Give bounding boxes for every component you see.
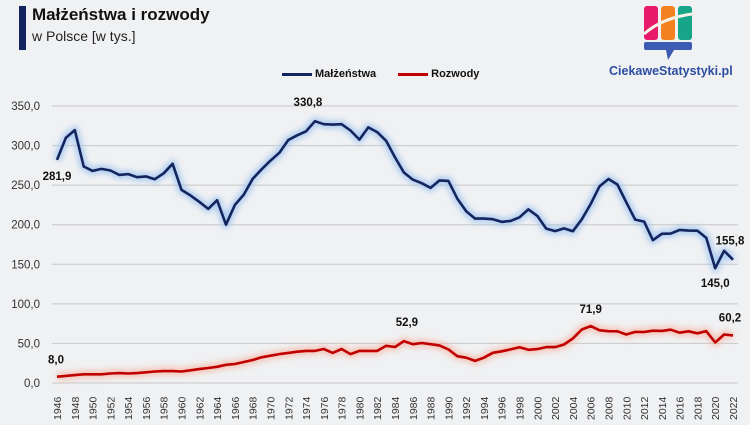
x-tick-label: 2006 xyxy=(586,396,598,420)
legend-item-malzenstwa: Małżeństwa xyxy=(282,68,376,80)
x-tick-label: 2000 xyxy=(532,396,544,420)
x-tick-label: 1998 xyxy=(515,396,527,420)
legend-swatch-rozwody xyxy=(398,72,429,76)
x-tick-label: 1970 xyxy=(265,396,277,420)
x-tick-label: 1994 xyxy=(479,396,491,420)
x-tick-label: 1992 xyxy=(461,396,473,420)
x-tick-label: 2010 xyxy=(621,396,633,420)
x-tick-label: 1946 xyxy=(52,396,64,420)
x-tick-label: 1956 xyxy=(141,396,153,420)
x-tick-label: 1952 xyxy=(105,396,117,420)
x-tick-label: 1964 xyxy=(212,396,224,420)
x-tick-label: 1966 xyxy=(230,396,242,420)
y-tick-label: 300,0 xyxy=(11,141,40,153)
y-tick-label: 200,0 xyxy=(11,220,40,232)
legend-label-rozwody: Rozwody xyxy=(431,68,480,80)
data-label: 330,8 xyxy=(294,97,323,109)
legend-swatch-malzenstwa xyxy=(282,72,312,76)
logo-text: CiekaweStatystyki.pl xyxy=(609,64,733,78)
data-label: 281,9 xyxy=(43,171,72,183)
series-line-rozwody xyxy=(56,324,734,378)
y-tick-label: 50,0 xyxy=(18,338,40,350)
chart-legend: Małżeństwa Rozwody xyxy=(282,68,479,80)
x-tick-label: 1976 xyxy=(319,396,331,420)
x-tick-label: 1986 xyxy=(408,396,420,420)
x-tick-label: 2004 xyxy=(568,396,580,420)
y-tick-label: 350,0 xyxy=(11,101,40,113)
x-tick-label: 1958 xyxy=(159,396,171,420)
data-label: 52,9 xyxy=(396,317,418,329)
data-label: 60,2 xyxy=(719,312,741,324)
x-tick-label: 1960 xyxy=(177,396,189,420)
x-tick-label: 2022 xyxy=(728,396,740,420)
x-tick-label: 1950 xyxy=(88,396,100,420)
x-tick-label: 1972 xyxy=(283,396,295,420)
chart-title: Małżeństwa i rozwody xyxy=(32,5,210,24)
x-tick-label: 1984 xyxy=(390,396,402,420)
data-label: 155,8 xyxy=(716,236,745,248)
x-tick-label: 1954 xyxy=(123,396,135,420)
legend-label-malzenstwa: Małżeństwa xyxy=(315,68,377,80)
y-tick-label: 250,0 xyxy=(11,180,40,192)
x-tick-label: 2012 xyxy=(639,396,651,420)
x-tick-label: 2018 xyxy=(692,396,704,420)
x-tick-label: 2020 xyxy=(710,396,722,420)
x-tick-label: 1974 xyxy=(301,396,313,420)
data-label: 145,0 xyxy=(701,278,730,290)
x-tick-label: 1948 xyxy=(70,396,82,420)
x-tick-label: 1962 xyxy=(194,396,206,420)
x-tick-label: 1982 xyxy=(372,396,384,420)
x-tick-label: 1978 xyxy=(337,396,349,420)
x-tick-label: 1980 xyxy=(354,396,366,420)
legend-item-rozwody: Rozwody xyxy=(398,68,479,80)
x-tick-label: 1968 xyxy=(248,396,260,420)
ciekawe-statystyki-logo-icon xyxy=(643,6,693,60)
x-tick-label: 2002 xyxy=(550,396,562,420)
series-line-malzenstwa xyxy=(55,119,734,270)
series-glow xyxy=(53,117,736,273)
x-tick-label: 1988 xyxy=(426,396,438,420)
chart-subtitle: w Polsce [w tys.] xyxy=(32,28,136,44)
data-label: 8,0 xyxy=(48,355,64,367)
x-tick-label: 2008 xyxy=(603,396,615,420)
y-tick-label: 100,0 xyxy=(11,299,40,311)
title-accent-bar xyxy=(19,6,26,50)
x-tick-label: 1990 xyxy=(443,396,455,420)
data-label: 71,9 xyxy=(579,304,601,316)
y-tick-label: 150,0 xyxy=(11,259,40,271)
x-tick-label: 2014 xyxy=(657,396,669,420)
x-tick-label: 1996 xyxy=(497,396,509,420)
y-tick-label: 0,0 xyxy=(24,378,40,390)
x-tick-label: 2016 xyxy=(675,396,687,420)
